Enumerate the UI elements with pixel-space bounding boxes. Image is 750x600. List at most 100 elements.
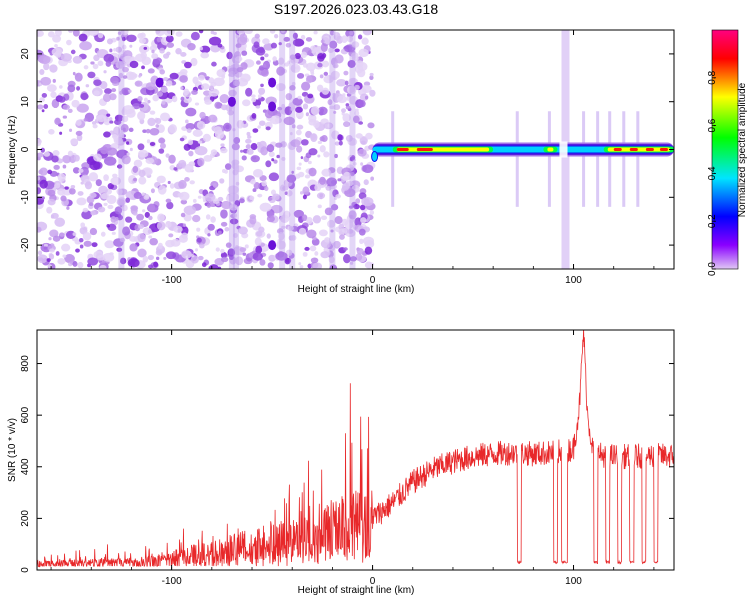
spectrogram-noise-cell (90, 210, 96, 216)
spectrogram-noise-cell (80, 92, 89, 100)
spectrogram-noise-cell (223, 122, 232, 132)
spectrogram-noise-cell (39, 68, 45, 75)
spectrogram-noise-cell (296, 145, 303, 153)
spectrogram-noise-cell (347, 85, 357, 95)
spectrogram-noise-cell (138, 169, 146, 178)
spectrogram-noise-cell (49, 248, 55, 253)
spectrogram-noise-cell (200, 52, 210, 59)
spectrogram-noise-cell (201, 262, 207, 268)
spectrogram-noise-cell (277, 232, 285, 241)
spectrogram-noise-cell (320, 39, 325, 44)
colorbar-tick-label: 0.4 (707, 166, 718, 180)
spectrogram-noise-cell (281, 104, 286, 109)
spectrogram-noise-cell (259, 175, 267, 182)
spectrogram-noise-cell (168, 233, 174, 238)
spectrogram-noise-cell (167, 180, 171, 185)
spectrogram-noise-cell (113, 126, 121, 136)
spectrogram-noise-cell (327, 219, 336, 228)
spectrogram-noise-cell (138, 176, 147, 185)
signal-track-peak-yellow (396, 147, 490, 152)
spectrogram-noise-cell (203, 154, 213, 162)
spectrogram-streak (232, 30, 239, 269)
spectrogram-noise-cell (134, 73, 138, 78)
spectrogram-streak (228, 30, 235, 269)
spectrogram-noise-cell (290, 139, 301, 148)
spectrogram-noise-cell (217, 43, 223, 48)
spectrogram-noise-cell (183, 88, 190, 96)
spectrogram-noise-cell (334, 48, 340, 53)
spectrogram-noise-cell (208, 36, 222, 46)
spectrogram-noise-cell (188, 161, 196, 167)
spectrogram-noise-cell (85, 84, 90, 88)
spectrogram-noise-cell (139, 103, 145, 108)
spectrogram-noise-cell (168, 124, 177, 134)
spectrogram-noise-cell (322, 35, 331, 45)
spectrogram-noise-cell (361, 37, 369, 45)
spectrogram-noise-cell (165, 198, 172, 203)
spectrogram-noise-cell (286, 174, 296, 183)
spectrogram-noise-cell (245, 138, 252, 144)
spectrogram-noise-cell (168, 154, 176, 164)
spectrogram-noise-cell (107, 204, 114, 210)
spectrogram-noise-cell (143, 97, 148, 103)
spectrogram-noise-cell (210, 216, 216, 223)
spectrogram-noise-cell (296, 72, 305, 79)
spectrogram-noise-cell (207, 223, 215, 231)
spectrogram-noise (37, 30, 640, 269)
spectrogram-noise-cell (210, 149, 218, 156)
spectrogram-noise-cell (305, 75, 313, 84)
snr-y-tick-label: 0 (20, 567, 31, 573)
spectrogram-noise-cell (362, 30, 373, 36)
spectrogram-noise-cell (116, 36, 120, 41)
spectrogram-noise-cell (105, 60, 112, 67)
spectrogram-noise-cell (312, 215, 322, 224)
spectrogram-noise-cell (362, 236, 375, 246)
spectrogram-noise-cell (188, 150, 194, 157)
spectrogram-y-tick-label: -20 (20, 237, 31, 252)
spectrogram-noise-cell (343, 70, 349, 76)
spectrogram-noise-cell (52, 235, 61, 242)
spectrogram-noise-cell (293, 209, 305, 218)
spectrogram-noise-cell (37, 152, 44, 158)
spectrogram-noise-cell (271, 158, 275, 162)
spectrogram-noise-cell (327, 99, 333, 106)
spectrogram-noise-cell (192, 76, 199, 85)
spectrogram-noise-cell (336, 78, 347, 87)
spectrogram-noise-cell (270, 42, 278, 49)
spectrogram-noise-cell (119, 62, 124, 66)
spectrogram-noise-cell (62, 254, 67, 258)
spectrogram-noise-cell (269, 30, 276, 34)
spectrogram-noise-cell (121, 30, 129, 36)
spectrogram-noise-cell (93, 90, 100, 96)
spectrogram-noise-cell (182, 223, 187, 228)
spectrogram-noise-cell (321, 87, 330, 95)
spectrogram-noise-cell (359, 238, 364, 244)
spectrogram-noise-cell (143, 46, 148, 50)
spectrogram-noise-cell (304, 246, 310, 251)
spectrogram-noise-cell (72, 167, 80, 174)
spectrogram-noise-cell (122, 75, 128, 79)
spectrogram-noise-cell (137, 248, 147, 258)
spectrogram-noise-cell (54, 117, 61, 126)
spectrogram-noise-cell (43, 62, 50, 71)
spectrogram-noise-cell (106, 38, 113, 45)
spectrogram-noise-cell (220, 147, 228, 154)
spectrogram-noise-cell (257, 125, 261, 129)
spectrogram-y-ticks: -20 -10 0 10 20 (20, 48, 674, 252)
spectrogram-noise-cell (184, 61, 192, 69)
spectrogram-noise-cell (147, 68, 155, 74)
spectrogram-noise-cell (228, 70, 236, 78)
spectrogram-noise-cell (267, 197, 272, 201)
spectrogram-noise-cell (239, 198, 245, 204)
spectrogram-noise-cell (354, 110, 360, 117)
spectrogram-noise-cell (242, 99, 251, 107)
spectrogram-noise-cell (236, 119, 244, 129)
spectrogram-noise-cell (186, 128, 192, 134)
spectrogram-noise-cell (78, 168, 84, 173)
spectrogram-noise-cell (289, 54, 296, 60)
spectrogram-noise-cell (285, 249, 293, 256)
spectrogram-noise-cell (358, 121, 364, 125)
spectrogram-noise-cell (351, 155, 356, 161)
snr-x-tick-label: -100 (162, 576, 182, 587)
spectrogram-noise-cell (126, 152, 131, 156)
